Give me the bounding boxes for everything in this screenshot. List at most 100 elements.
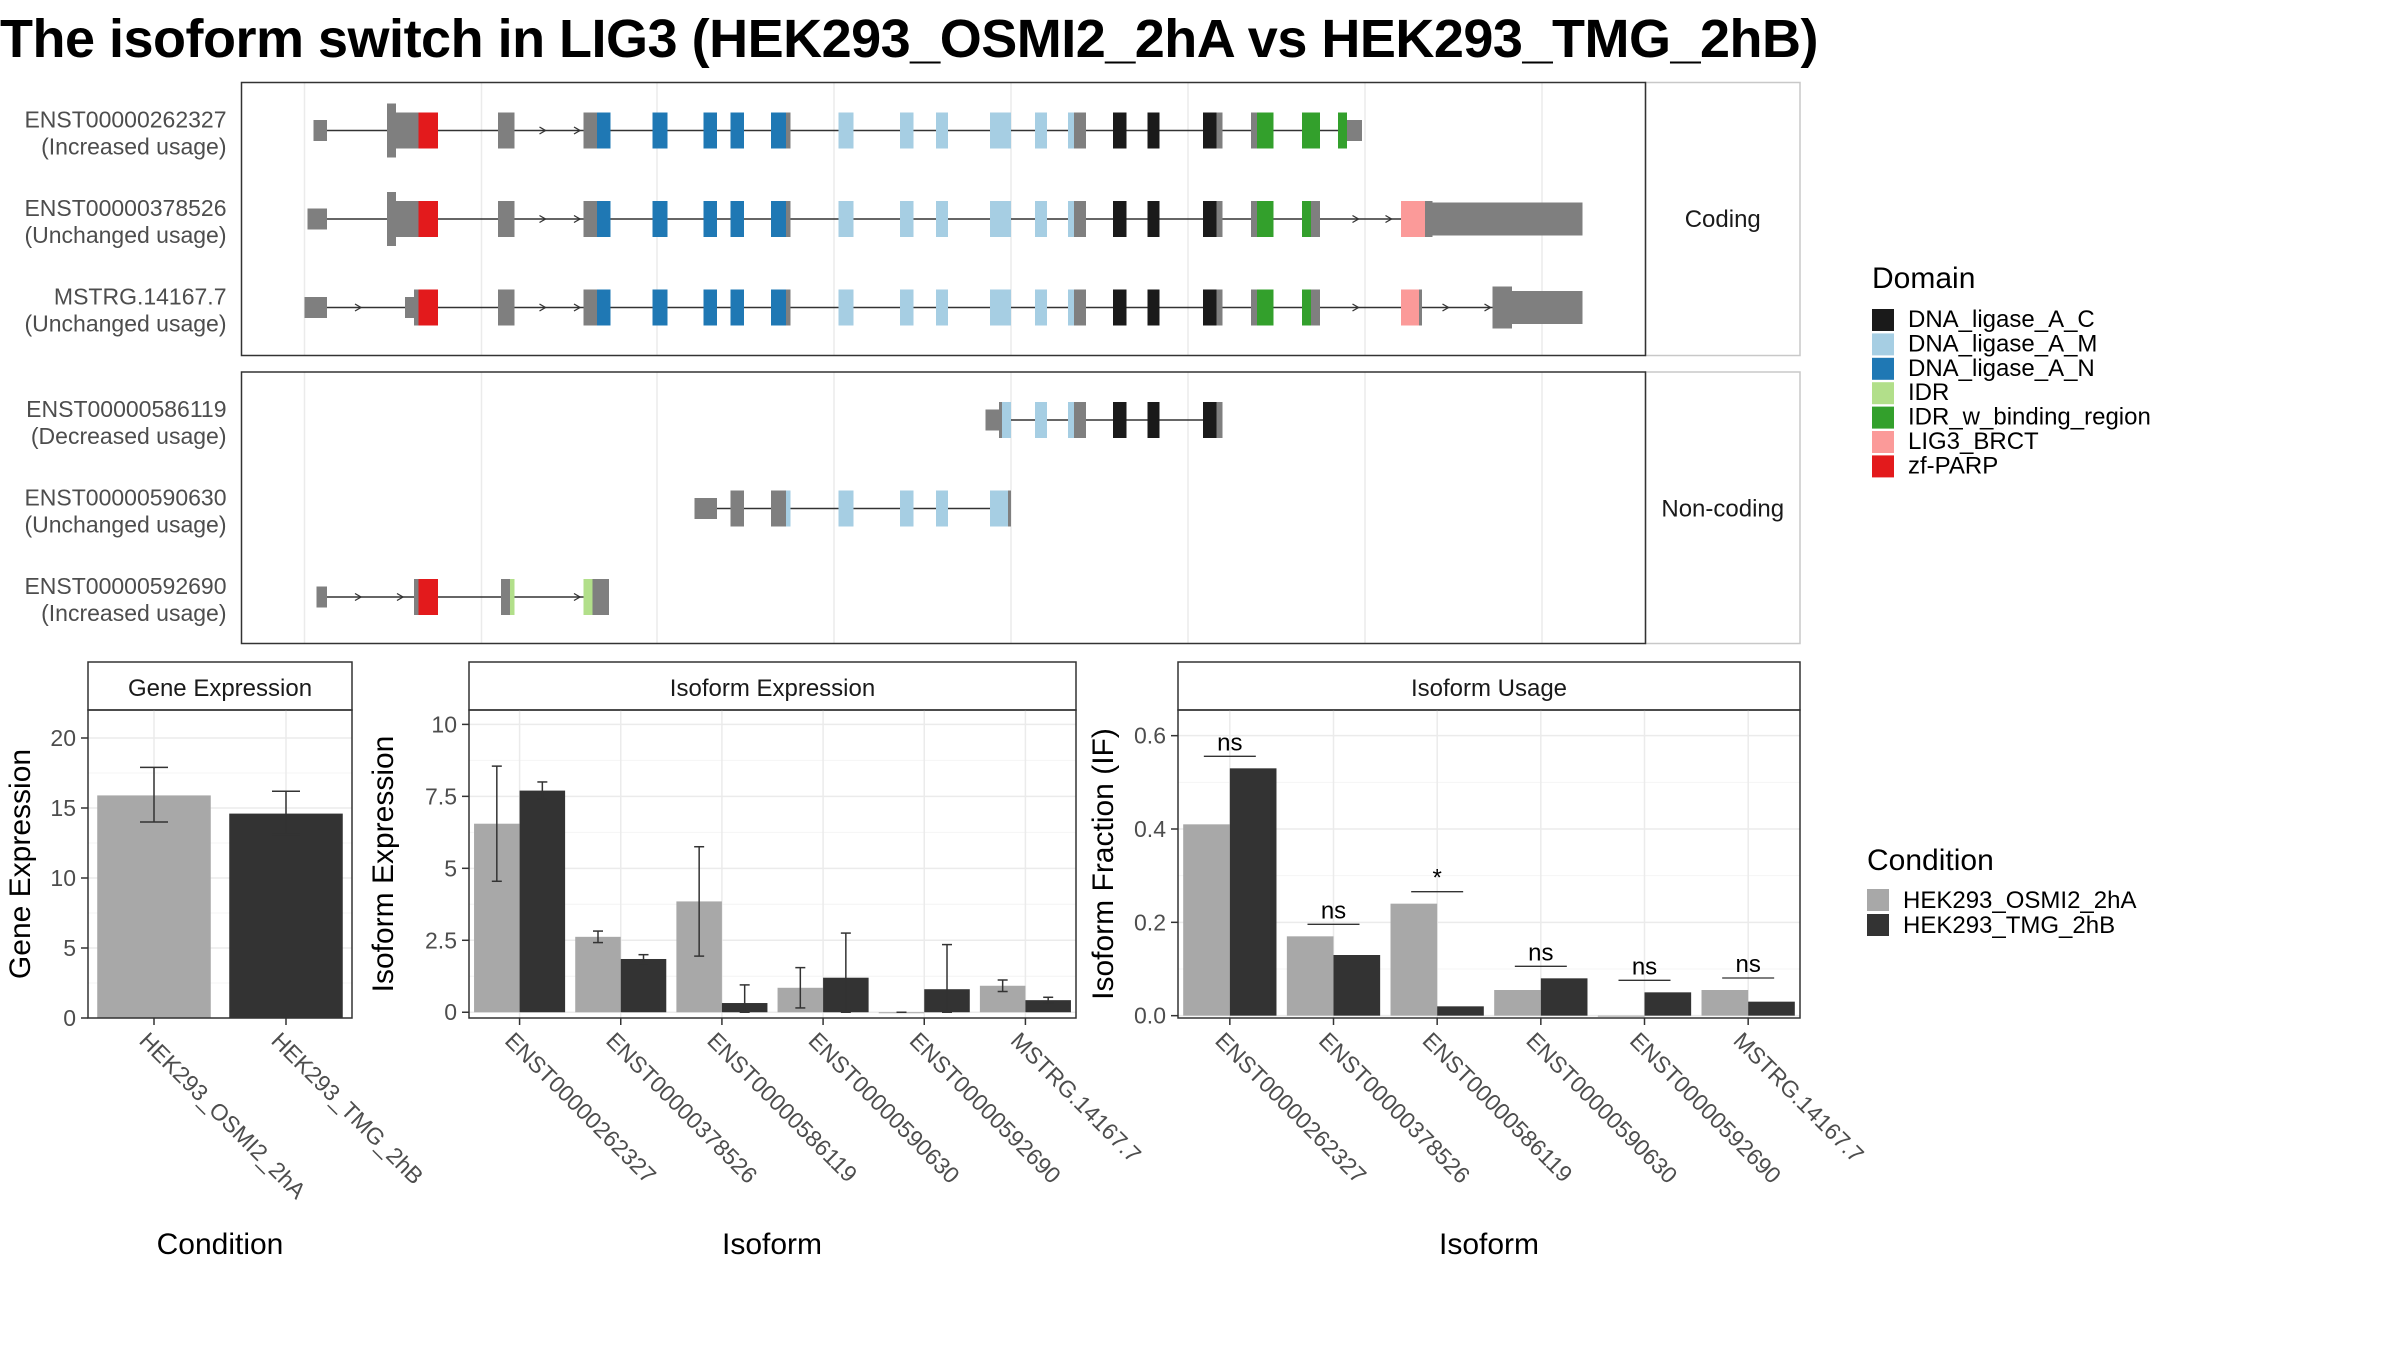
cds-exon — [592, 579, 609, 615]
utr-exon — [694, 498, 717, 519]
domain-exon — [1035, 112, 1047, 149]
y-tick-label: 15 — [50, 795, 76, 821]
domain-exon — [771, 201, 786, 237]
legend-label: DNA_ligase_A_C — [1908, 306, 2095, 333]
domain-exon — [838, 289, 854, 326]
bar — [1229, 768, 1277, 1016]
domain-exon — [1068, 112, 1074, 149]
transcript-usage-label: (Increased usage) — [41, 134, 226, 160]
direction-arrow — [1352, 303, 1360, 312]
chart-panel-border — [468, 709, 1077, 1019]
domain-exon — [771, 112, 786, 149]
domain-exon — [1302, 289, 1311, 326]
cds-exon — [1311, 201, 1320, 237]
cds-exon — [583, 289, 597, 326]
domain-exon — [1401, 201, 1425, 237]
domain-exon — [1203, 112, 1217, 149]
domain-exon — [1147, 112, 1160, 149]
domain-exon — [1035, 402, 1047, 438]
domain-exon — [1147, 402, 1160, 438]
domain-exon — [652, 112, 668, 149]
transcript-usage-label: (Unchanged usage) — [24, 311, 226, 337]
y-tick-label: 20 — [50, 725, 76, 751]
bar — [1597, 1015, 1645, 1017]
domain-exon — [703, 201, 717, 237]
domain-exon — [936, 201, 948, 237]
significance-label: * — [1432, 865, 1441, 892]
chart-title-strip — [468, 661, 1077, 711]
domain-exon — [652, 201, 668, 237]
direction-arrow — [573, 126, 582, 135]
domain-exon — [1203, 289, 1217, 326]
facet-label: Coding — [1685, 206, 1761, 233]
domain-exon — [771, 289, 786, 326]
domain-exon — [418, 289, 438, 326]
cds-exon — [771, 490, 786, 527]
domain-exon — [510, 579, 515, 615]
legend-label: LIG3_BRCT — [1908, 428, 2039, 455]
legend-label: HEK293_TMG_2hB — [1903, 912, 2115, 939]
direction-arrow — [1484, 303, 1492, 312]
domain-exon — [990, 201, 1011, 237]
figure-title: The isoform switch in LIG3 (HEK293_OSMI2… — [0, 9, 1819, 69]
domain-exon — [1113, 112, 1127, 149]
domain-exon — [838, 490, 854, 527]
transcript-row: MSTRG.14167.7(Unchanged usage) — [24, 284, 1583, 337]
bar — [1494, 990, 1541, 1016]
chart-panel-border — [87, 709, 353, 1019]
cds-exon — [1251, 201, 1257, 237]
legend-swatch — [1872, 406, 1894, 429]
direction-arrow — [1385, 214, 1393, 224]
direction-arrow — [354, 303, 363, 312]
y-tick-label: 0.0 — [1134, 1003, 1166, 1029]
domain-exon — [1338, 112, 1347, 149]
facet-label: Non-coding — [1661, 496, 1784, 523]
domain-exon — [652, 289, 668, 326]
direction-arrow — [1442, 303, 1450, 312]
direction-arrow — [539, 303, 547, 312]
cds-exon — [786, 201, 791, 237]
cds-exon — [1251, 289, 1257, 326]
domain-exon — [1113, 201, 1127, 237]
legend-swatch — [1872, 333, 1894, 356]
facet-strip — [1644, 371, 1801, 645]
legend-swatch — [1872, 357, 1894, 380]
domain-exon — [730, 112, 744, 149]
panel-border — [240, 371, 1647, 645]
domain-exon — [900, 289, 914, 326]
transcript-id-label: ENST00000592690 — [24, 573, 226, 599]
chart-isoform-expression: Isoform Expression02.557.510ENST00000262… — [367, 661, 1146, 1261]
cds-exon — [786, 112, 791, 149]
cds-exon — [414, 579, 419, 615]
domain-exon — [1257, 201, 1274, 237]
domain-exon — [900, 490, 914, 527]
utr-exon — [307, 208, 327, 230]
y-tick-label: 7.5 — [425, 783, 457, 809]
cds-exon — [1074, 289, 1086, 326]
y-tick-label: 0.2 — [1134, 909, 1166, 935]
cds-exon — [1311, 289, 1320, 326]
domain-exon — [418, 112, 438, 149]
cds-exon — [1074, 112, 1086, 149]
transcript-row: ENST00000592690(Increased usage) — [24, 573, 609, 626]
utr-exon — [313, 120, 327, 141]
cds-exon — [1216, 201, 1223, 237]
domain-exon — [1035, 289, 1047, 326]
bar — [229, 813, 343, 1018]
cds-exon — [1216, 289, 1223, 326]
domain-exon — [900, 112, 914, 149]
transcript-usage-label: (Decreased usage) — [31, 423, 227, 449]
x-axis-label: Isoform — [1439, 1228, 1539, 1261]
y-tick-label: 0 — [444, 999, 457, 1025]
domain-exon — [1302, 112, 1320, 149]
y-tick-label: 2.5 — [425, 927, 457, 953]
domain-exon — [597, 289, 611, 326]
legend-label: DNA_ligase_A_N — [1908, 355, 2095, 382]
bar — [1540, 978, 1588, 1016]
y-tick-label: 10 — [431, 711, 457, 737]
domain-exon — [1113, 289, 1127, 326]
cds-exon — [1216, 402, 1223, 438]
